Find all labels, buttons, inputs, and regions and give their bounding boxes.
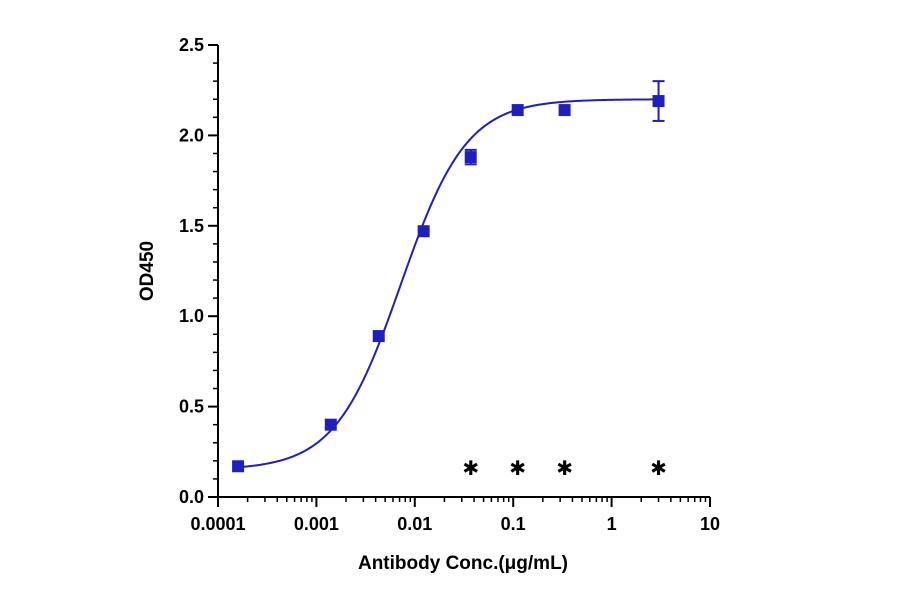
x-axis-title: Antibody Conc.(μg/mL) — [358, 553, 568, 574]
y-axis-ticks: 0.0 0.5 1.0 1.5 2.0 2.5 — [179, 35, 218, 507]
data-points-layer — [232, 95, 665, 473]
asterisk-marker: ✱ — [509, 456, 526, 480]
y-tick-label: 0.5 — [179, 397, 204, 417]
data-point — [417, 225, 430, 238]
data-point — [558, 104, 571, 117]
x-tick-label: 10 — [700, 514, 720, 534]
asterisk-marker: ✱ — [556, 456, 573, 480]
data-point — [372, 330, 385, 343]
y-tick-label: 1.0 — [179, 306, 204, 326]
y-tick-label: 2.5 — [179, 35, 204, 55]
x-tick-label: 0.01 — [397, 514, 432, 534]
data-point — [464, 151, 477, 164]
x-tick-label: 0.0001 — [190, 514, 245, 534]
data-point — [324, 418, 337, 431]
y-tick-label: 0.0 — [179, 487, 204, 507]
y-axis-title: OD450 — [137, 241, 158, 301]
asterisk-marker: ✱ — [462, 456, 479, 480]
x-tick-label: 0.1 — [501, 514, 526, 534]
y-tick-label: 1.5 — [179, 216, 204, 236]
fit-curve-layer — [238, 98, 659, 469]
data-point — [511, 104, 524, 117]
fit-curve — [238, 98, 659, 469]
y-tick-label: 2.0 — [179, 125, 204, 145]
error-bars-layer — [464, 80, 665, 166]
x-tick-label: 0.001 — [294, 514, 339, 534]
x-tick-label: 1 — [607, 514, 617, 534]
x-axis-ticks: 0.0001 0.001 0.01 0.1 1 10 — [190, 497, 720, 534]
data-point — [232, 460, 245, 473]
data-point — [652, 95, 665, 108]
annotations-layer: ✱ ✱ ✱ ✱ — [462, 456, 667, 480]
asterisk-marker: ✱ — [650, 456, 667, 480]
